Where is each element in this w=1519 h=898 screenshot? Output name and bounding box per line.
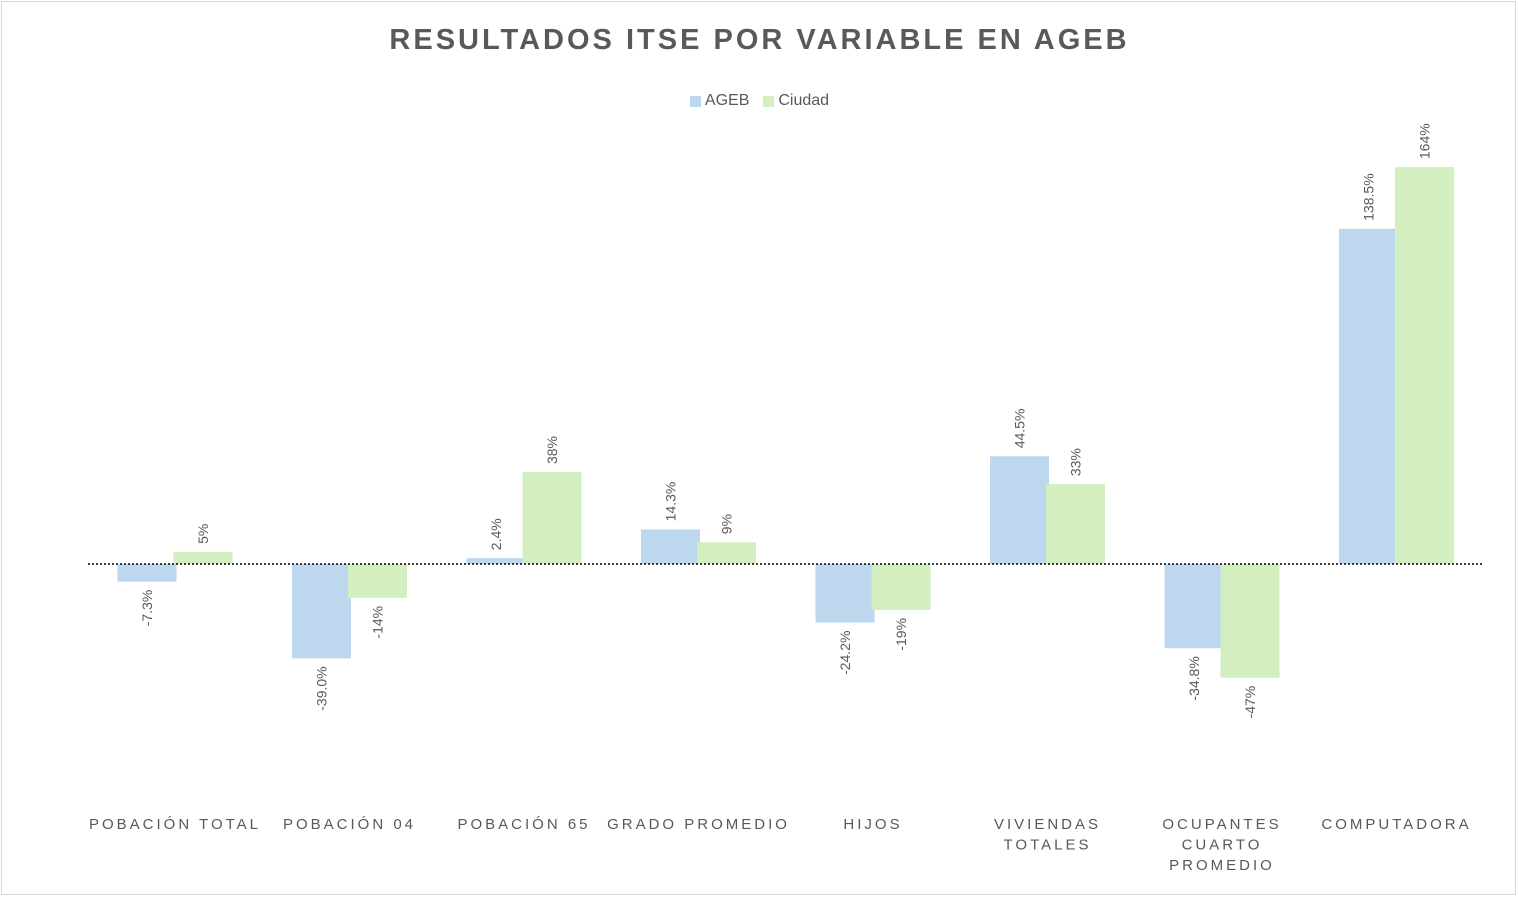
data-label-ciudad-4: -19% (893, 618, 909, 651)
data-label-ageb-4: -24.2% (837, 631, 853, 675)
legend-label-ageb: AGEB (704, 92, 750, 109)
chart-title: RESULTADOS ITSE POR VARIABLE EN AGEB (389, 24, 1130, 56)
data-label-ciudad-2: 38% (544, 436, 560, 464)
bar-ciudad-1 (348, 564, 407, 598)
bar-ageb-1 (292, 564, 351, 659)
category-label-5-0: VIVIENDAS (994, 816, 1101, 833)
legend: AGEB Ciudad (0, 92, 1519, 110)
category-label-1-0: POBACIÓN 04 (283, 816, 416, 833)
category-label-5-1: TOTALES (1004, 837, 1092, 854)
bar-ciudad-5 (1046, 484, 1105, 564)
legend-swatch-ciudad (763, 95, 775, 107)
bar-ciudad-4 (871, 564, 931, 610)
data-label-ciudad-7: 164% (1417, 123, 1433, 159)
bar-ciudad-0 (173, 551, 233, 564)
category-label-6-2: PROMEDIO (1169, 857, 1275, 874)
legend-item-ageb: AGEB (689, 92, 750, 110)
data-label-ageb-2: 2.4% (488, 518, 504, 550)
bar-ageb-2 (466, 558, 526, 564)
category-label-4-0: HIJOS (843, 816, 902, 833)
bar-ageb-3 (641, 529, 700, 564)
bar-ageb-7 (1339, 228, 1398, 564)
data-label-ciudad-3: 9% (719, 514, 735, 534)
bar-ciudad-2 (522, 472, 582, 564)
category-label-7-0: COMPUTADORA (1321, 816, 1471, 833)
category-label-3-0: GRADO PROMEDIO (607, 816, 790, 833)
bar-ageb-4 (815, 564, 875, 623)
bar-ciudad-3 (697, 542, 756, 564)
data-label-ciudad-1: -14% (370, 606, 386, 639)
data-label-ciudad-5: 33% (1068, 448, 1084, 476)
data-label-ciudad-6: -47% (1242, 686, 1258, 719)
legend-swatch-ageb (689, 95, 701, 107)
category-label-6-1: CUARTO (1182, 837, 1263, 854)
legend-item-ciudad: Ciudad (763, 92, 829, 110)
legend-label-ciudad: Ciudad (778, 92, 830, 109)
data-label-ageb-5: 44.5% (1012, 409, 1028, 449)
category-label-2-0: POBACIÓN 65 (457, 816, 590, 833)
bar-ageb-6 (1164, 564, 1224, 649)
category-label-6-0: OCUPANTES (1162, 816, 1281, 833)
bar-ageb-0 (117, 564, 177, 582)
data-label-ageb-3: 14.3% (663, 482, 679, 522)
category-label-0-0: POBACIÓN TOTAL (89, 816, 261, 833)
bar-ciudad-6 (1220, 564, 1280, 678)
data-label-ageb-6: -34.8% (1186, 656, 1202, 700)
data-label-ciudad-0: 5% (195, 524, 211, 544)
bar-ageb-5 (990, 456, 1049, 564)
data-label-ageb-0: -7.3% (139, 590, 155, 627)
bar-ciudad-7 (1395, 167, 1454, 564)
data-label-ageb-1: -39.0% (314, 666, 330, 710)
data-label-ageb-7: 138.5% (1361, 173, 1377, 220)
